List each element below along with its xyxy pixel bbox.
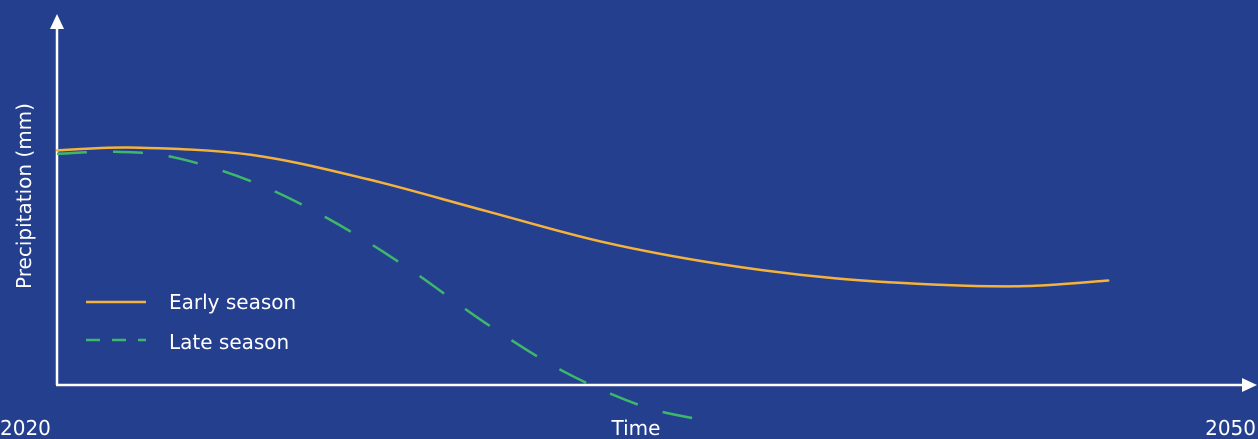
x-tick-label-start: 2020 (0, 416, 51, 439)
legend-label-late-season: Late season (169, 330, 289, 354)
series-line-late-season (56, 150, 700, 421)
legend: Early season Late season (86, 290, 296, 354)
x-axis-label: Time (611, 416, 661, 439)
legend-label-early-season: Early season (169, 290, 296, 314)
y-axis-arrow (50, 14, 64, 29)
x-axis-arrow (1242, 378, 1257, 392)
x-tick-label-end: 2050 (1205, 416, 1256, 439)
series-line-early-season (55, 146, 1110, 288)
y-axis-label: Precipitation (mm) (12, 103, 36, 289)
